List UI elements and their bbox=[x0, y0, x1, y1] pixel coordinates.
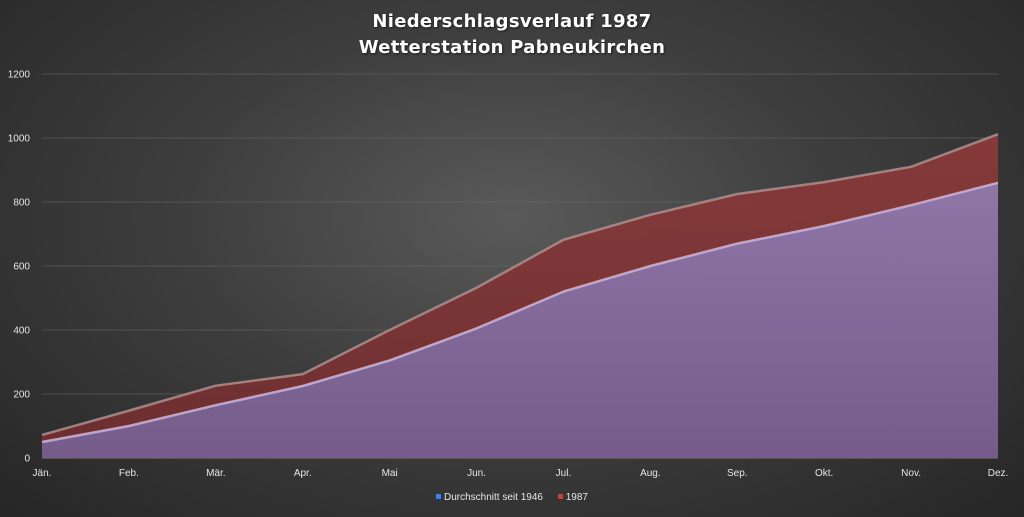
legend-item-average[interactable]: Durchschnitt seit 1946 bbox=[436, 492, 543, 503]
line-series-average bbox=[41, 181, 999, 444]
y-tick-label: 0 bbox=[24, 454, 30, 465]
legend-label-average: Durchschnitt seit 1946 bbox=[444, 492, 543, 503]
legend-swatch-average bbox=[436, 494, 441, 499]
x-tick-label: Mär. bbox=[206, 468, 225, 479]
y-tick-label: 600 bbox=[13, 262, 30, 273]
y-tick-label: 400 bbox=[13, 326, 30, 337]
legend-swatch-1987 bbox=[557, 494, 563, 499]
axis-labels: 0 200 400 600 800 1000 1200 Jän. Feb. Mär. Apr. Mai… bbox=[8, 70, 1009, 480]
x-tick-label: Mai bbox=[382, 468, 398, 479]
x-tick-label: Apr. bbox=[294, 468, 312, 479]
x-tick-label: Sep. bbox=[727, 468, 748, 479]
x-tick-label: Feb. bbox=[119, 468, 139, 479]
x-tick-label: Nov. bbox=[901, 468, 921, 479]
line-series-1987 bbox=[41, 132, 999, 437]
x-tick-label: Jän. bbox=[33, 468, 52, 479]
chart-subtitle: Wetterstation Pabneukirchen bbox=[358, 37, 666, 58]
y-tick-label: 200 bbox=[13, 390, 30, 401]
y-tick-label: 800 bbox=[13, 198, 30, 209]
legend-label-1987: 1987 bbox=[565, 492, 588, 503]
area-series-average bbox=[42, 182, 998, 459]
legend: Durchschnitt seit 1946 1987 bbox=[0, 492, 1024, 503]
x-tick-label: Dez. bbox=[988, 468, 1009, 479]
x-tick-label: Aug. bbox=[640, 468, 661, 479]
y-tick-label: 1000 bbox=[8, 134, 31, 145]
x-tick-label: Jul. bbox=[556, 468, 572, 479]
x-tick-label: Jun. bbox=[467, 468, 486, 479]
series-areas bbox=[41, 132, 999, 459]
x-tick-label: Okt. bbox=[815, 468, 833, 479]
y-tick-label: 1200 bbox=[8, 70, 31, 81]
chart-title: Niederschlagsverlauf 1987 bbox=[372, 11, 652, 32]
legend-item-1987[interactable]: 1987 bbox=[557, 492, 588, 503]
